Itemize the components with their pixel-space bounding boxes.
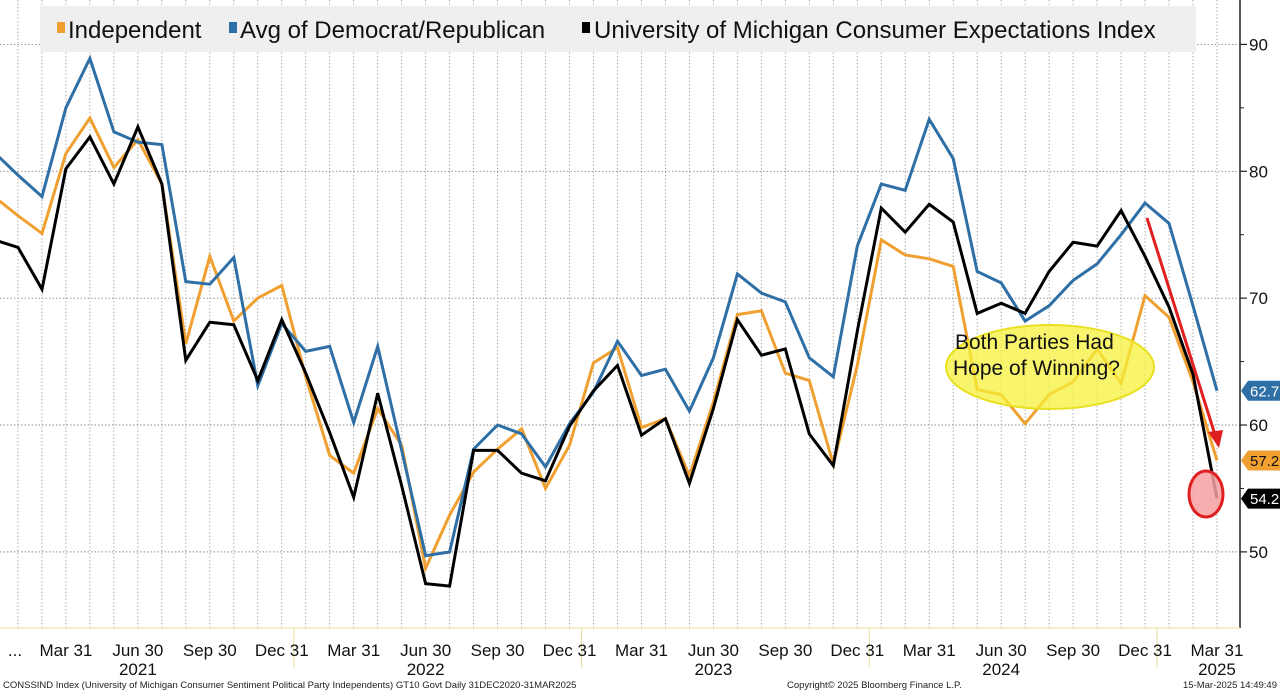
series-line-1 bbox=[0, 54, 1219, 558]
x-tick-label: Dec 31 bbox=[255, 641, 309, 660]
x-tick-label: Jun 30 bbox=[112, 641, 163, 660]
last-value-label-0: 57.2 bbox=[1250, 453, 1279, 470]
x-year-label: 2023 bbox=[694, 660, 732, 679]
legend-swatch-umich-index bbox=[582, 22, 590, 33]
x-tick-label: Sep 30 bbox=[471, 641, 525, 660]
y-tick-label: 80 bbox=[1249, 162, 1268, 181]
footer-source: CONSSIND Index (University of Michigan C… bbox=[3, 680, 576, 691]
last-value-tag-1 bbox=[1241, 380, 1280, 401]
x-tick-label: Sep 30 bbox=[758, 641, 812, 660]
legend-label-avg-dem-rep: Avg of Democrat/Republican bbox=[240, 17, 545, 44]
y-tick-label: 60 bbox=[1249, 416, 1268, 435]
legend-label-umich-index: University of Michigan Consumer Expectat… bbox=[594, 17, 1156, 44]
y-tick-label: 70 bbox=[1249, 289, 1268, 308]
x-tick-label: Jun 30 bbox=[976, 641, 1027, 660]
legend-swatch-avg-dem-rep bbox=[229, 22, 237, 33]
x-tick-label: Mar 31 bbox=[1191, 641, 1244, 660]
x-axis-labels: ... Mar 31 Jun 30 Sep 30 Dec 31 Mar 31 Jun 30 S… bbox=[8, 641, 1244, 679]
y-tick-label: 50 bbox=[1249, 543, 1268, 562]
x-year-label: 2024 bbox=[982, 660, 1020, 679]
legend-swatch-independent bbox=[57, 22, 65, 33]
series-line-0 bbox=[0, 115, 1219, 574]
x-year-label: 2025 bbox=[1198, 660, 1236, 679]
legend-label-independent: Independent bbox=[68, 17, 202, 44]
callout-line-1: Both Parties Had bbox=[955, 331, 1114, 354]
callout-ellipse bbox=[945, 324, 1155, 410]
x-tick-label: Sep 30 bbox=[1046, 641, 1100, 660]
red-arrow-shaft bbox=[1145, 217, 1218, 439]
last-value-label-1: 62.7 bbox=[1250, 383, 1279, 400]
footer-timestamp: 15-Mar-2025 14:49:49 bbox=[1183, 680, 1277, 691]
callout-line-2: Hope of Winning? bbox=[953, 357, 1120, 380]
annotations: Both Parties Had Hope of Winning? bbox=[945, 217, 1225, 519]
series-line-2 bbox=[0, 123, 1219, 588]
x-tick-label: Dec 31 bbox=[830, 641, 884, 660]
last-value-tag-0 bbox=[1241, 450, 1280, 471]
x-tick-label: Jun 30 bbox=[400, 641, 451, 660]
red-arrow-head bbox=[1208, 430, 1223, 448]
last-value-label-2: 54.2 bbox=[1250, 491, 1279, 508]
last-value-tag-2 bbox=[1241, 488, 1280, 509]
footer-copyright: Copyright© 2025 Bloomberg Finance L.P. bbox=[787, 680, 962, 691]
x-tick-label: Dec 31 bbox=[543, 641, 597, 660]
highlight-circle bbox=[1187, 469, 1225, 519]
x-tick-label-leading: ... bbox=[8, 641, 22, 660]
x-tick-label: Sep 30 bbox=[183, 641, 237, 660]
x-year-label: 2021 bbox=[119, 660, 157, 679]
x-year-label: 2022 bbox=[407, 660, 445, 679]
x-tick-label: Jun 30 bbox=[688, 641, 739, 660]
x-tick-label: Mar 31 bbox=[327, 641, 380, 660]
x-tick-label: Mar 31 bbox=[615, 641, 668, 660]
y-axis: 50 60 70 80 90 bbox=[1239, 0, 1268, 628]
legend: Independent Avg of Democrat/Republican U… bbox=[40, 6, 1196, 52]
series-lines bbox=[0, 54, 1219, 588]
last-value-tags: 57.2 62.7 54.2 bbox=[1241, 380, 1280, 509]
y-tick-label: 90 bbox=[1249, 35, 1268, 54]
x-tick-label: Dec 31 bbox=[1118, 641, 1172, 660]
x-tick-label: Mar 31 bbox=[903, 641, 956, 660]
x-tick-label: Mar 31 bbox=[39, 641, 92, 660]
